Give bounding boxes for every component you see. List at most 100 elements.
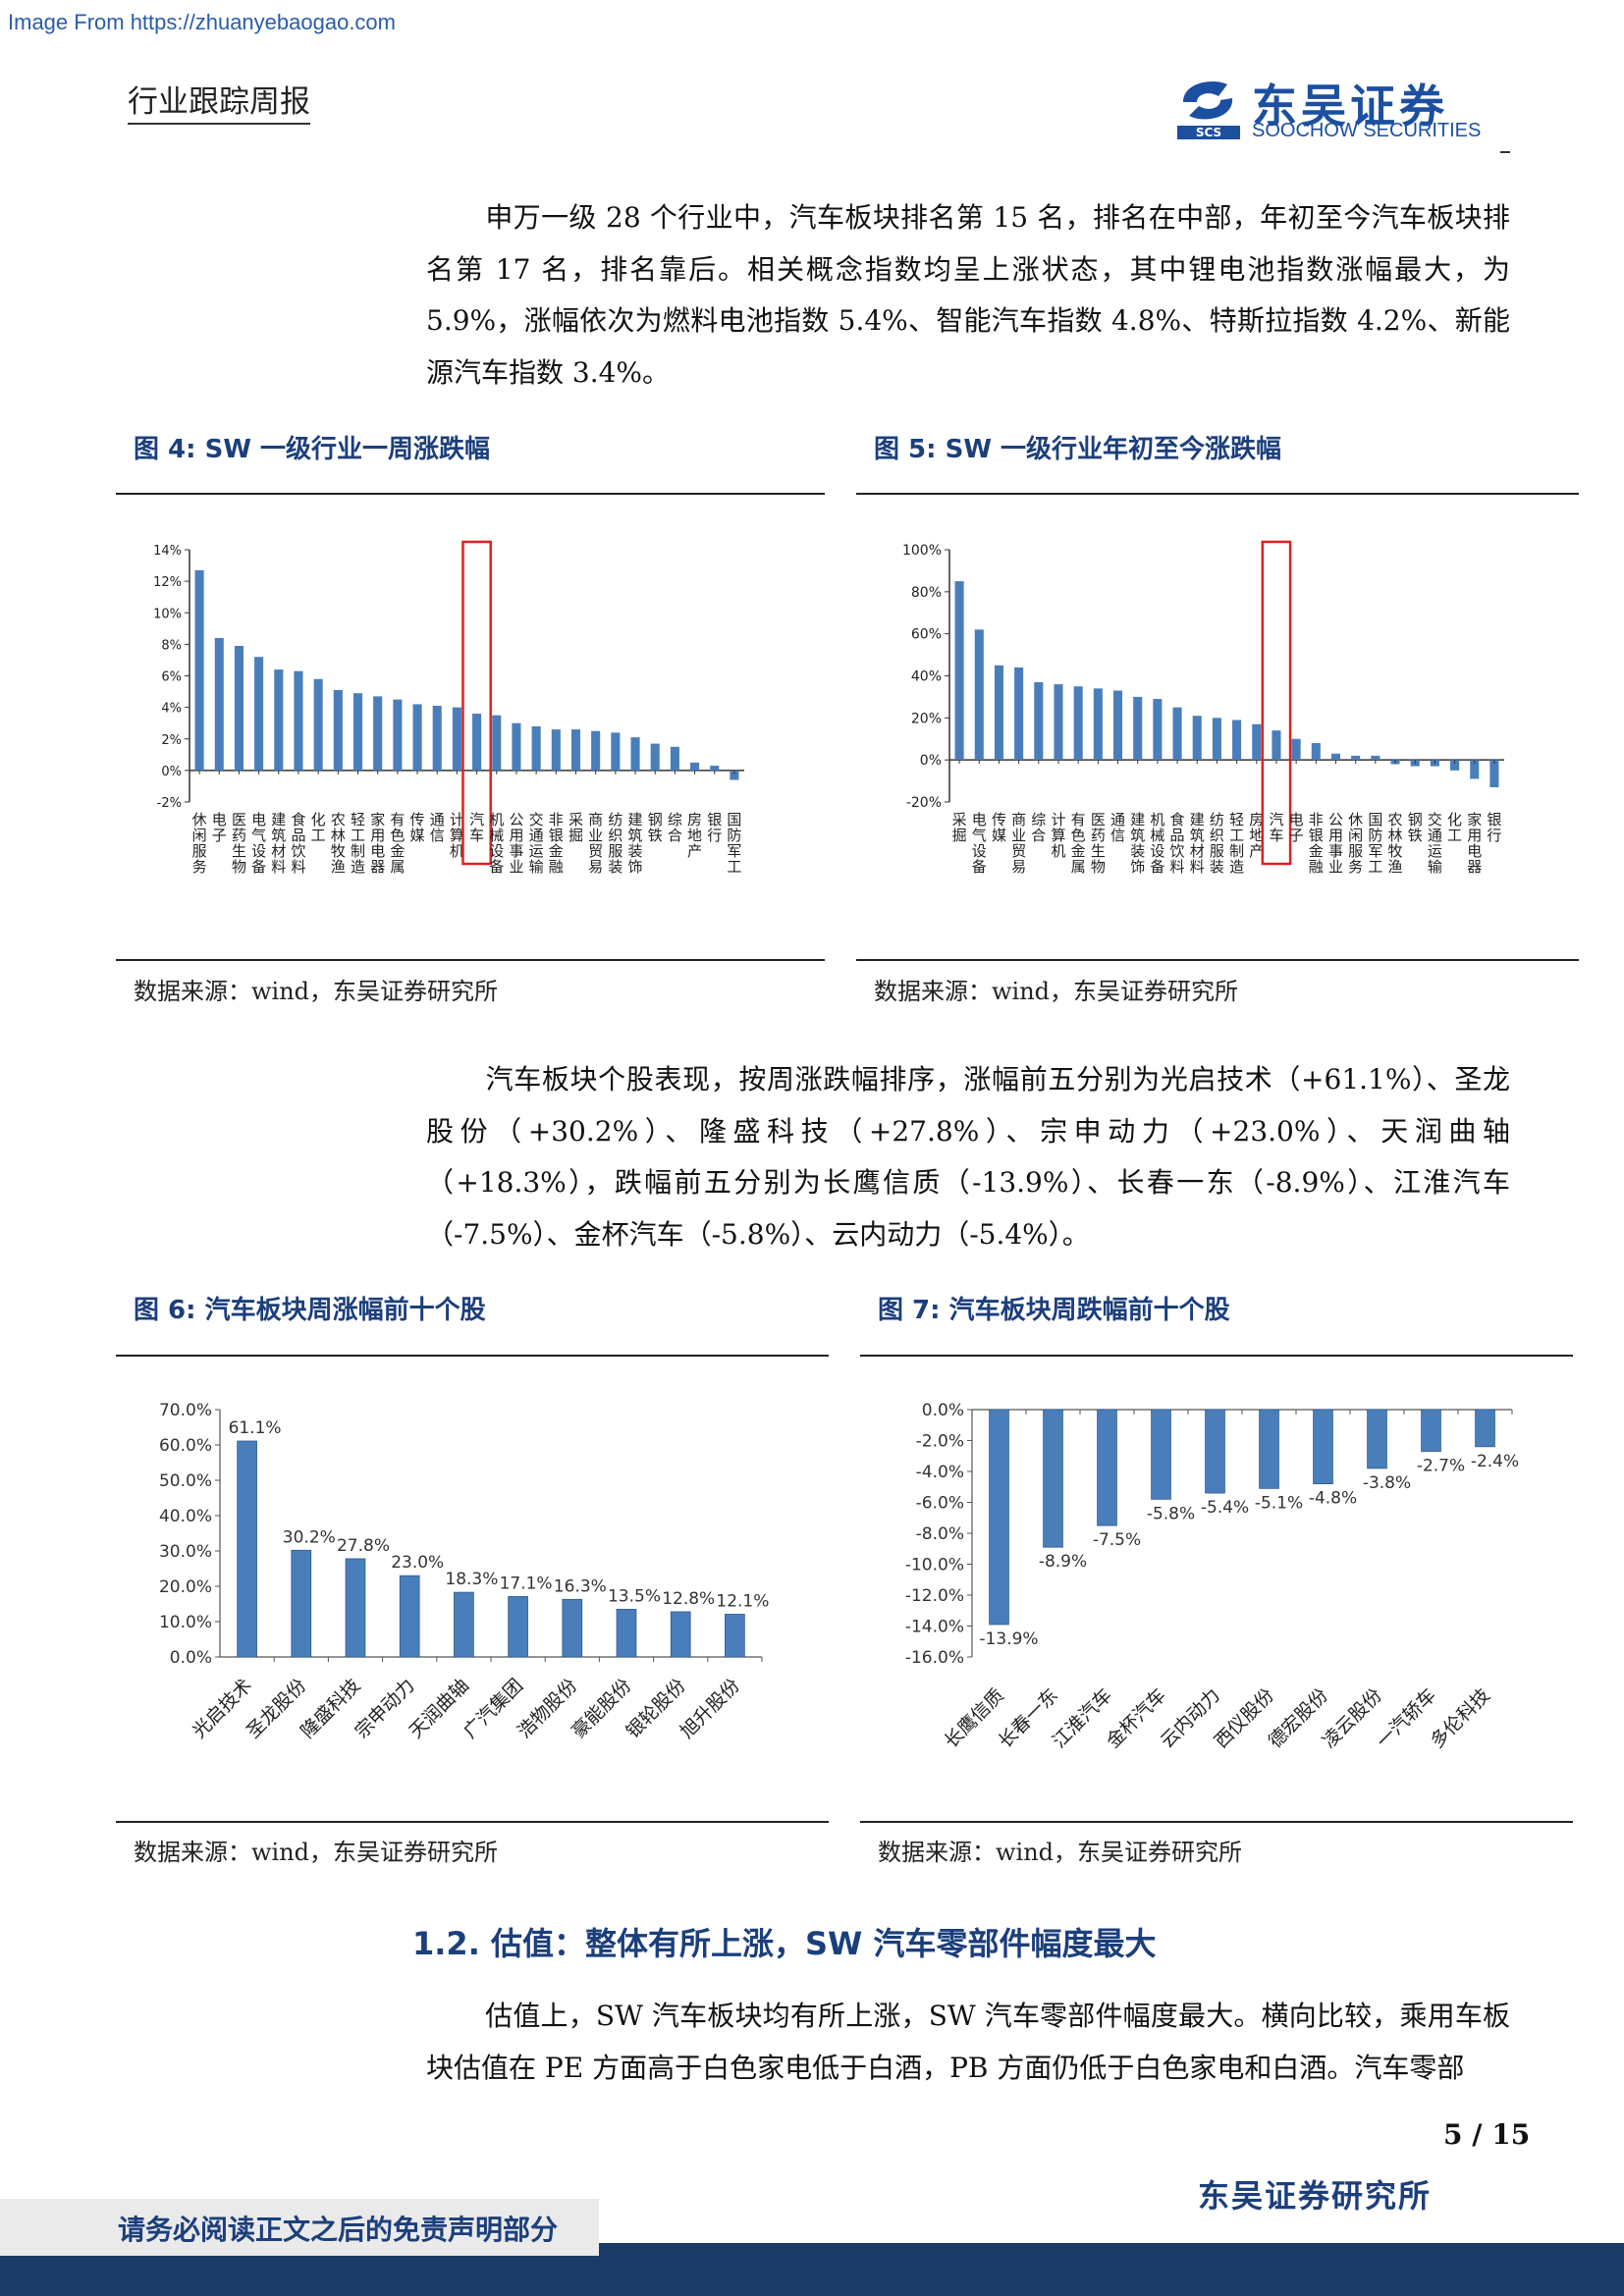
category-label: 综合 [1031,811,1046,844]
bar [1212,718,1221,761]
bar [512,722,521,771]
category-char: 合 [668,827,682,844]
category-char: 业 [588,827,603,844]
source-banner[interactable]: Image From https://zhuanyebaogao.com [8,10,396,34]
bar [690,762,700,771]
category-label: 纺织服装 [608,811,623,876]
data-label: 12.8% [662,1589,715,1609]
category-label: 化工 [1447,811,1462,844]
bar [562,1598,583,1658]
category-char: 材 [271,842,286,860]
y-tick-label: -10.0% [905,1556,964,1575]
category-char: 业 [1011,827,1026,844]
category-char: 军 [1368,842,1382,860]
category-label: 轻工制造 [351,811,365,876]
category-label: 机械设备 [1150,811,1164,876]
category-char: 渔 [1388,858,1403,876]
bar [234,645,244,771]
category-char: 备 [972,858,987,876]
data-label: -5.8% [1147,1504,1195,1523]
category-char: 筑 [1190,827,1205,844]
category-label: 银轮股份 [622,1675,689,1742]
bar [974,629,984,761]
bar [1014,667,1024,761]
figure-7-bottom-rule [860,1821,1573,1823]
figure-5-bottom-rule [856,959,1579,961]
category-char: 工 [311,827,326,844]
category-label: 浩物股份 [514,1675,581,1742]
category-char: 非 [549,811,564,828]
category-char: 械 [489,827,504,844]
category-char: 休 [1348,811,1363,828]
paragraph-3-text: 估值上，SW 汽车板块均有所上涨，SW 汽车零部件幅度最大。横向比较，乘用车板块… [426,2000,1510,2084]
y-tick-label: 0.0% [170,1648,212,1668]
category-char: 筑 [1130,827,1145,844]
bar [1172,707,1182,761]
category-char: 备 [251,858,266,876]
bar [1097,1409,1117,1526]
category-char: 房 [1249,811,1264,828]
category-char: 金 [549,842,564,860]
category-char: 设 [1150,842,1164,860]
data-label: -2.7% [1417,1457,1465,1476]
bar [1232,720,1242,761]
bar [492,715,502,771]
y-tick-label: 2% [161,733,182,748]
y-tick-label: 70.0% [159,1401,212,1420]
category-char: 属 [390,858,405,876]
category-label: 纺织服装 [1210,811,1224,876]
y-tick-label: 0% [920,753,942,769]
category-label: 非银金融 [1309,811,1324,876]
bar [508,1596,528,1658]
footer-disclaimer: 请务必阅读正文之后的免责声明部分 [118,2214,559,2246]
category-label: 轻工制造 [1229,811,1244,876]
bar [611,732,621,771]
category-label: 旭升股份 [677,1675,744,1742]
category-char: 物 [1091,858,1106,876]
category-label: 采掘 [568,811,583,844]
category-char: 有 [390,811,405,828]
bar [237,1440,257,1658]
category-char: 品 [1170,827,1185,844]
bar [274,669,284,771]
category-char: 建 [628,811,643,828]
category-char: 用 [509,827,523,844]
category-char: 饰 [628,858,643,876]
category-char: 纺 [1210,811,1224,828]
category-label: 房地产 [1249,811,1264,860]
figure-6-top-rule [116,1355,829,1357]
category-char: 织 [1210,827,1224,844]
brand-logo: SCS 东吴证券 SOOCHOW SECURITIES [1173,71,1497,149]
category-char: 有 [1071,811,1086,828]
category-label: 有色金属 [390,811,405,876]
category-label: 建筑装饰 [1130,811,1145,876]
category-char: 算 [1051,827,1065,844]
category-char: 饮 [1170,842,1185,860]
bar [345,1558,366,1658]
category-label: 豪能股份 [568,1675,635,1742]
bar [1367,1409,1387,1469]
bar [1313,1409,1333,1484]
category-char: 料 [291,858,305,876]
category-label: 休闲服务 [192,811,207,876]
category-char: 电 [212,811,227,828]
bar [989,1409,1009,1626]
bar [1054,684,1063,761]
bar [1133,696,1143,761]
category-label: 汽车 [469,811,484,844]
category-char: 气 [972,827,987,844]
bar [725,1614,745,1658]
category-char: 军 [727,842,741,860]
category-char: 传 [992,811,1006,828]
category-char: 机 [1150,811,1164,828]
category-char: 渔 [331,858,346,876]
bar [291,1549,312,1658]
figure-7-chart: 0.0% -2.0% -4.0% -6.0% -8.0% -10.0% -12.0% -14.… [905,1401,1519,1752]
category-char: 防 [1368,827,1382,844]
category-char: 媒 [410,827,425,844]
category-char: 纺 [608,811,623,828]
category-char: 物 [232,858,246,876]
category-char: 筑 [271,827,286,844]
logo-chinese-name: 东吴证券 [1252,80,1448,133]
category-label: 食品饮料 [291,811,305,876]
